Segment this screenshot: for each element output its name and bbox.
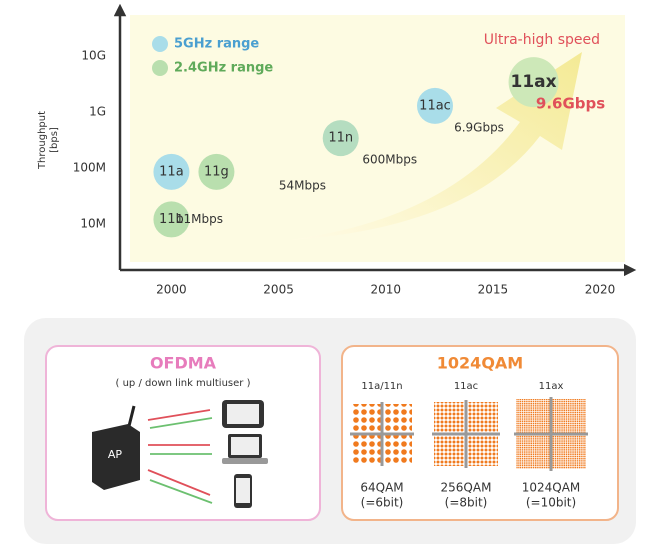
- y-tick-label: 10G: [81, 48, 106, 62]
- rate-label: 9.6Gbps: [536, 95, 605, 113]
- ap-device: AP: [92, 405, 140, 490]
- ofdma-title: OFDMA: [150, 354, 217, 373]
- bubble: [153, 153, 190, 190]
- qam-columns: 11a/11n 64QAM(=6bit) 11ac 256QAM(=8bit) 11ax…: [350, 381, 588, 510]
- bubble-label: 11ax: [511, 72, 557, 92]
- rate-label: 54Mbps: [279, 178, 326, 192]
- link-arrows: [147, 409, 213, 504]
- bits-label: (=8bit): [445, 496, 488, 510]
- rate-label: 600Mbps: [362, 153, 417, 167]
- bits-label: (=10bit): [526, 496, 576, 510]
- qam-title: 1024QAM: [437, 354, 523, 373]
- x-tick-label: 2015: [478, 283, 509, 297]
- modulation-label: 1024QAM: [522, 481, 581, 495]
- bubble: [417, 87, 453, 124]
- x-tick-label: 2000: [156, 283, 187, 297]
- growth-arrow: [290, 52, 582, 240]
- x-tick-label: 2020: [585, 283, 616, 297]
- x-tick-label: 2005: [263, 283, 294, 297]
- standard-label: 11a/11n: [361, 381, 402, 392]
- rate-label: 11Mbps: [176, 212, 223, 226]
- bubble: [508, 57, 559, 108]
- ofdma-subtitle: ( up / down link multiuser ): [116, 378, 251, 389]
- bubble-label: 11a: [159, 164, 184, 179]
- y-axis-title: [bps]: [49, 127, 60, 153]
- legend-swatch: [152, 36, 168, 52]
- bubble-label: 11ac: [419, 98, 451, 113]
- ap-label: AP: [108, 448, 123, 461]
- client-devices: [222, 400, 268, 508]
- bits-label: (=6bit): [361, 496, 404, 510]
- bubble: [153, 201, 190, 238]
- rate-label: 6.9Gbps: [454, 120, 504, 134]
- bubble: [322, 120, 359, 157]
- legend-swatch: [152, 60, 168, 76]
- x-tick-label: 2010: [370, 283, 401, 297]
- y-tick-label: 1G: [89, 104, 106, 118]
- standard-label: 11ac: [454, 381, 478, 392]
- bubble-label: 11n: [328, 131, 353, 146]
- bubble: [198, 153, 235, 190]
- y-tick-label: 100M: [73, 160, 106, 174]
- modulation-label: 64QAM: [360, 481, 403, 495]
- y-tick-label: 10M: [80, 216, 106, 230]
- chart: 2000 2005 2010 2015 2020 10M 100M 1G 10G Throughp…: [37, 36, 615, 297]
- standard-label: 11ax: [539, 381, 564, 392]
- legend-label: 5GHz range: [174, 37, 259, 52]
- modulation-label: 256QAM: [441, 481, 492, 495]
- bubble-label: 11g: [204, 164, 229, 179]
- y-axis-title: Throughput: [37, 111, 48, 170]
- legend-label: 2.4GHz range: [174, 61, 273, 76]
- annotation: Ultra-high speed: [484, 32, 600, 48]
- bubble-label: 11b: [159, 212, 184, 227]
